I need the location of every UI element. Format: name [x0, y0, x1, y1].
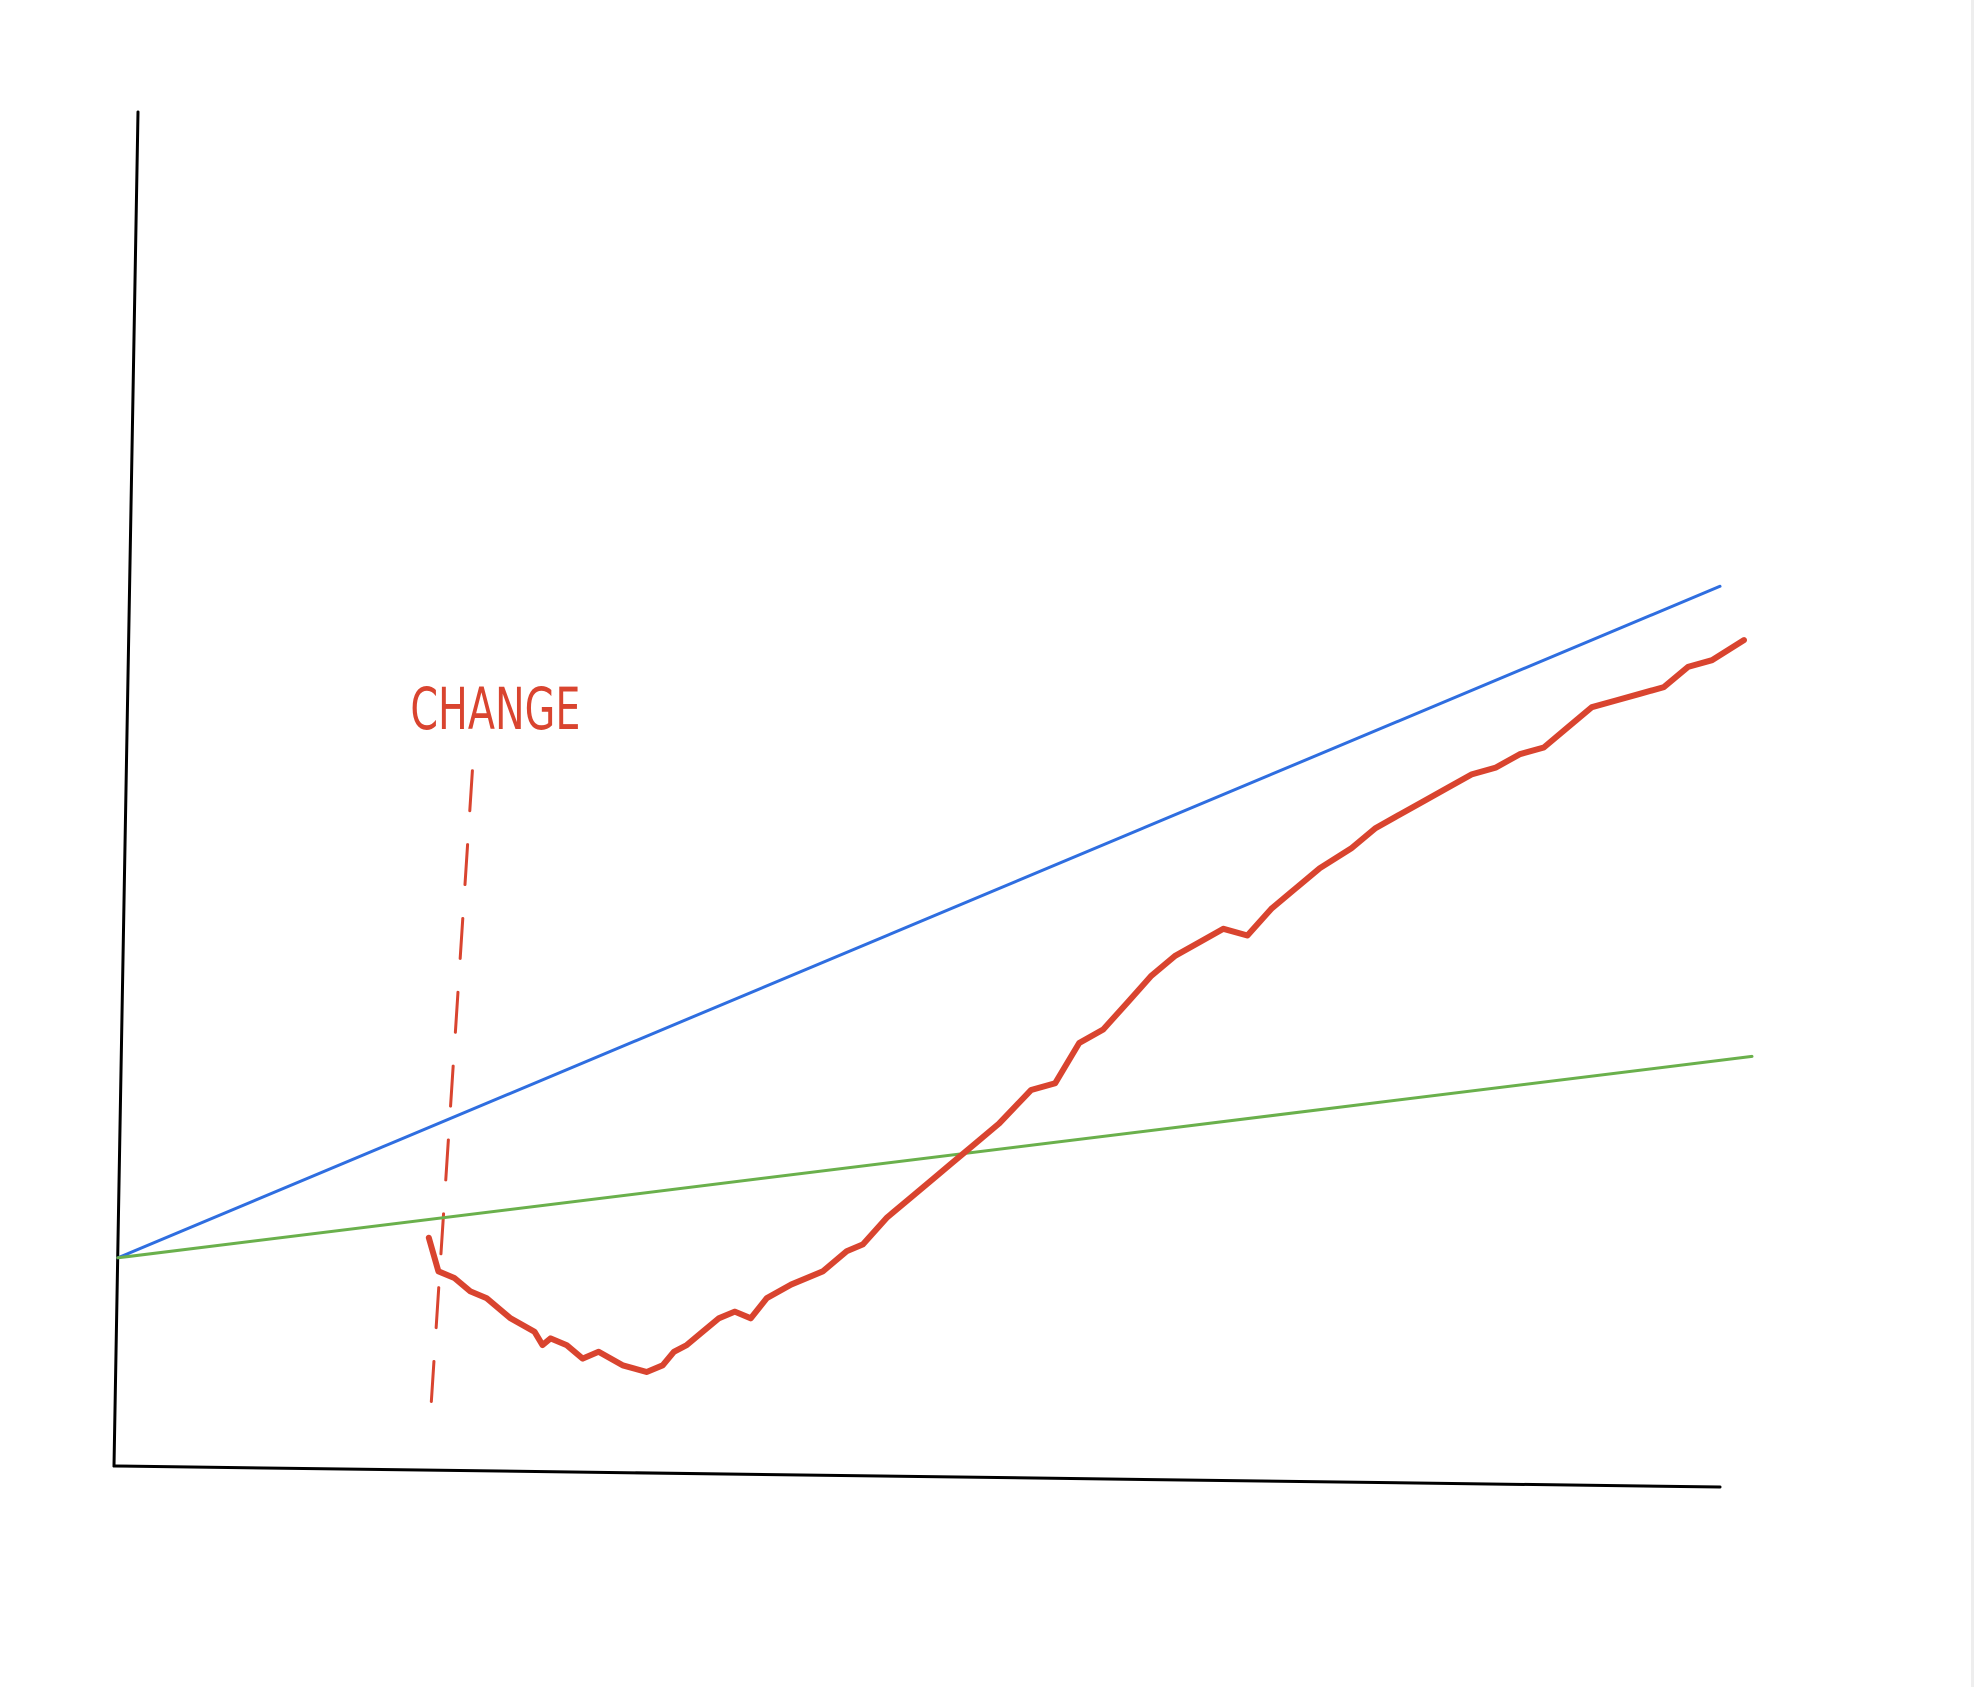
series-layer: [116, 584, 1754, 1375]
y-axis: [112, 110, 140, 1468]
axes: [112, 110, 1722, 1489]
x-axis: [112, 1464, 1722, 1489]
change-annotation-label: CHANGE: [410, 675, 580, 743]
annotation-layer: CHANGE: [410, 675, 580, 1418]
right-border: [1971, 0, 1974, 1687]
red-actual-line: [425, 637, 1747, 1375]
blue-trend-line: [116, 584, 1722, 1260]
green-trend-line: [116, 1054, 1754, 1260]
change-marker-line: [428, 769, 474, 1418]
